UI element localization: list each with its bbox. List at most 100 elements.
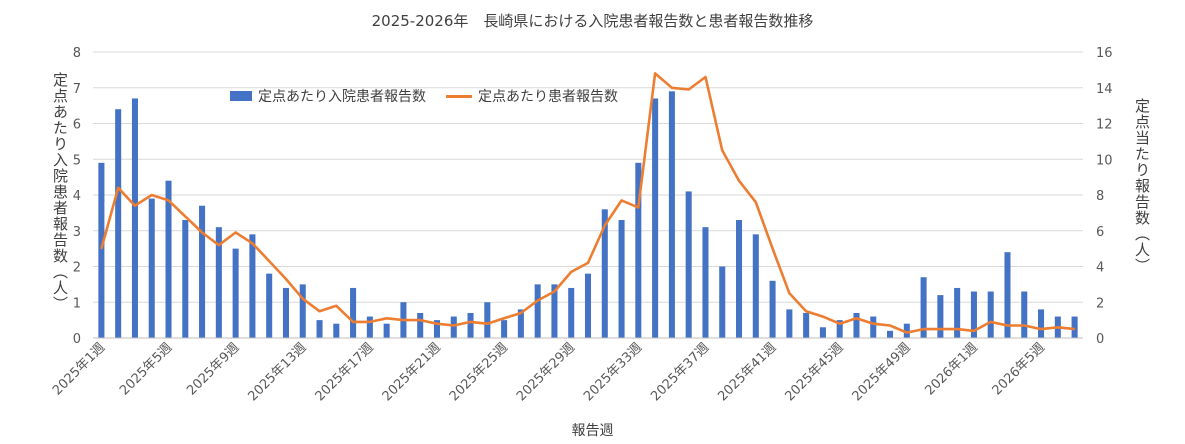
bar — [920, 277, 927, 338]
y-tick-right: 2 — [1096, 296, 1104, 311]
line-point — [385, 317, 388, 320]
x-tick-label: 2025年5週 — [117, 340, 175, 398]
line-point — [671, 86, 673, 89]
bar — [282, 287, 289, 338]
y-tick-right: 4 — [1096, 261, 1104, 276]
line-point — [1006, 324, 1009, 327]
bar — [1038, 309, 1045, 338]
line-point — [889, 324, 891, 327]
bar — [568, 287, 575, 338]
bar — [1071, 316, 1078, 338]
bar — [735, 220, 743, 338]
x-tick-label: 2025年21週 — [380, 340, 444, 404]
line-point — [805, 310, 807, 312]
bar — [769, 280, 776, 338]
line-point — [285, 278, 287, 280]
line-point — [301, 297, 304, 300]
y-axis-right-label: 定点当たり報告数（人） — [1133, 98, 1151, 274]
y-tick-left: 6 — [73, 118, 81, 133]
line-point — [436, 322, 438, 325]
line-point — [184, 215, 187, 218]
y-tick-left: 0 — [73, 332, 81, 347]
bar — [366, 316, 373, 338]
y-tick-left: 2 — [73, 261, 81, 276]
y-tick-right: 8 — [1096, 189, 1104, 204]
bar — [970, 291, 977, 338]
bar — [98, 162, 105, 338]
line-point — [788, 292, 791, 295]
bar — [467, 312, 474, 338]
line-point — [268, 260, 270, 262]
y-tick-right: 6 — [1096, 225, 1104, 240]
bar — [903, 323, 910, 338]
x-tick-label: 2025年45週 — [782, 340, 846, 404]
line-point — [117, 187, 119, 189]
x-tick-label: 2026年1週 — [923, 340, 981, 398]
line-point — [973, 330, 975, 332]
legend-swatch-line — [446, 94, 472, 98]
bar — [551, 284, 558, 338]
bar — [501, 320, 508, 338]
bar — [316, 320, 323, 338]
bar — [819, 327, 826, 338]
line-point — [503, 317, 505, 320]
bar — [299, 284, 306, 338]
y-tick-left: 1 — [73, 296, 81, 311]
x-tick-label: 2025年13週 — [245, 340, 309, 404]
line-point — [536, 299, 539, 302]
bar — [383, 323, 390, 338]
bar — [333, 323, 340, 338]
line-point — [855, 317, 858, 320]
bar — [652, 98, 659, 338]
line-point — [906, 331, 908, 334]
bar — [148, 198, 155, 338]
x-tick-label: 2025年41週 — [715, 340, 779, 404]
x-tick-label: 2025年17週 — [313, 340, 377, 404]
y-tick-left: 7 — [73, 82, 81, 97]
legend-label-bar: 定点あたり入院患者報告数 — [258, 89, 426, 105]
y-tick-left: 4 — [73, 189, 81, 204]
x-tick-label: 2025年9週 — [184, 340, 242, 398]
bar — [937, 295, 944, 338]
legend-item-bar: 定点あたり入院患者報告数 — [230, 86, 426, 106]
x-tick-label: 2025年33週 — [581, 340, 645, 404]
bar — [668, 91, 675, 338]
bar — [685, 191, 692, 338]
bar — [887, 330, 894, 338]
chart-title: 2025-2026年 長崎県における入院患者報告数と患者報告数推移 — [371, 12, 814, 30]
line-point — [620, 199, 623, 202]
line-point — [352, 321, 354, 323]
line-point — [721, 149, 724, 152]
line-point — [570, 271, 573, 273]
y-tick-left: 5 — [73, 153, 81, 168]
bar — [584, 273, 592, 338]
bar — [450, 316, 457, 338]
line-point — [419, 319, 422, 321]
line-point — [587, 262, 589, 264]
bar — [1004, 252, 1011, 338]
line-point — [1040, 328, 1042, 330]
bar — [853, 312, 860, 338]
y-tick-left: 8 — [73, 46, 81, 61]
bar — [266, 273, 273, 338]
bar — [199, 205, 206, 338]
legend: 定点あたり入院患者報告数 定点あたり患者報告数 — [230, 86, 638, 106]
line-point — [956, 328, 958, 330]
legend-label-line: 定点あたり患者報告数 — [478, 89, 618, 105]
line-point — [369, 321, 371, 323]
legend-item-line: 定点あたり患者報告数 — [446, 86, 618, 106]
bar — [987, 291, 994, 338]
bar — [249, 234, 256, 338]
line-point — [201, 231, 203, 234]
line-point — [318, 310, 321, 312]
line-point — [402, 319, 405, 321]
y-tick-right: 16 — [1096, 46, 1113, 61]
bar — [635, 162, 642, 338]
bar — [131, 98, 138, 338]
line-point — [1023, 324, 1026, 327]
y-tick-right: 12 — [1096, 118, 1113, 133]
line-point — [654, 72, 656, 75]
bar — [350, 287, 357, 338]
line-point — [251, 242, 254, 245]
